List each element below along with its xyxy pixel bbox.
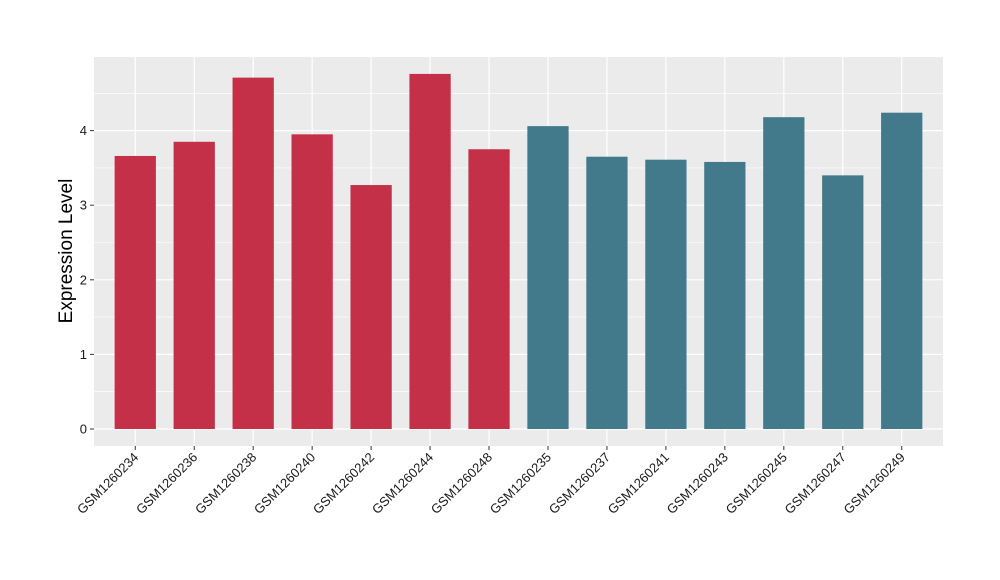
bar-GSM1260245 (763, 117, 805, 429)
bar-GSM1260248 (468, 149, 510, 429)
bar-GSM1260238 (232, 77, 274, 429)
bar-GSM1260240 (291, 134, 333, 429)
x-tick-label: GSM1260241 (605, 450, 672, 517)
x-tick-label: GSM1260247 (782, 450, 849, 517)
x-tick-label: GSM1260234 (74, 450, 141, 517)
bar-GSM1260235 (527, 126, 569, 430)
y-axis: 0 1 2 3 4 (80, 123, 94, 437)
x-tick-label: GSM1260240 (251, 450, 318, 517)
x-tick-label: GSM1260242 (310, 450, 377, 517)
bar-GSM1260242 (350, 185, 392, 429)
bar-GSM1260234 (114, 155, 156, 430)
y-tick-label: 2 (80, 272, 87, 287)
bars (114, 73, 923, 430)
x-tick-label: GSM1260237 (546, 450, 613, 517)
plot-panel (94, 57, 943, 446)
bar-GSM1260243 (704, 161, 746, 429)
y-tick-label: 4 (80, 123, 87, 138)
bar-GSM1260244 (409, 73, 451, 430)
y-axis-title: Expression Level (56, 179, 77, 324)
y-tick-label: 0 (80, 422, 87, 437)
bar-GSM1260241 (645, 159, 687, 429)
x-tick-label: GSM1260245 (723, 450, 790, 517)
y-tick-label: 1 (80, 347, 87, 362)
bar-GSM1260236 (173, 141, 215, 430)
x-tick-label: GSM1260249 (841, 450, 908, 517)
x-tick-label: GSM1260236 (133, 450, 200, 517)
bar-GSM1260249 (881, 112, 923, 430)
x-tick-label: GSM1260248 (428, 450, 495, 517)
bar-GSM1260247 (822, 175, 864, 429)
x-tick-label: GSM1260238 (192, 450, 259, 517)
x-tick-label: GSM1260235 (487, 450, 554, 517)
x-tick-label: GSM1260243 (664, 450, 731, 517)
y-tick-label: 3 (80, 198, 87, 213)
x-axis: GSM1260234GSM1260236GSM1260238GSM1260240… (74, 446, 908, 517)
x-tick-label: GSM1260244 (369, 450, 436, 517)
bar-GSM1260237 (586, 156, 628, 429)
